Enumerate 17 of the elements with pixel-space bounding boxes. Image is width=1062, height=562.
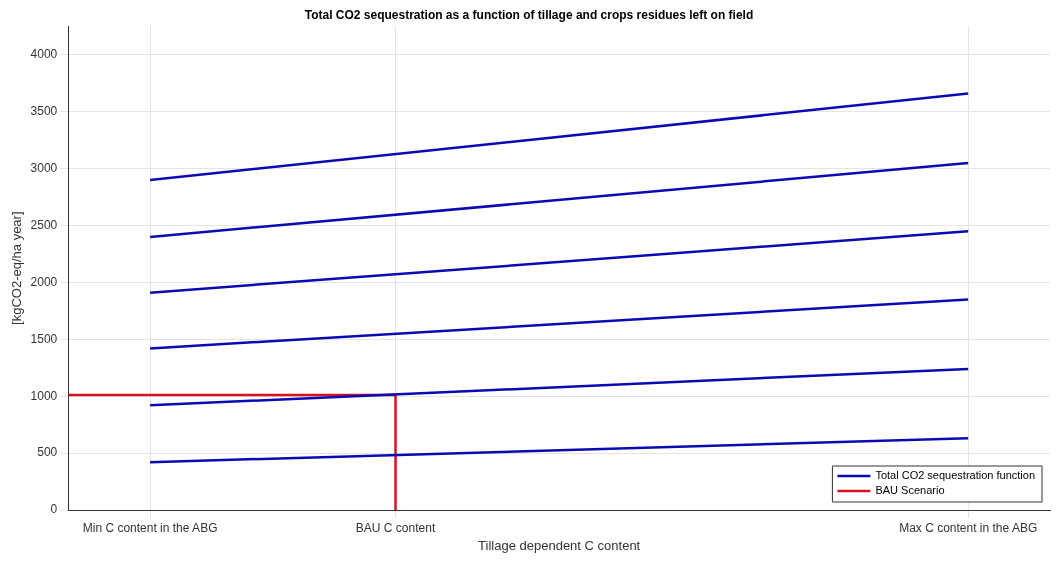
y-axis-title: [kgCO2-eq/ha year] (9, 211, 25, 325)
x-tick-label: Max C content in the ABG (899, 520, 1038, 535)
y-tick-label: 2000 (30, 274, 58, 289)
y-tick-label: 0 (50, 502, 58, 517)
x-axis-title: Tillage dependent C content (478, 537, 641, 553)
y-tick-label: 500 (37, 445, 58, 460)
chart-title: Total CO2 sequestration as a function of tillage and crops residues left on field (304, 7, 754, 22)
y-tick-label: 3000 (30, 160, 58, 175)
legend-label: Total CO2 sequestration function (875, 469, 1035, 482)
y-tick-label: 1500 (30, 331, 58, 346)
y-tick-label: 3500 (30, 104, 58, 119)
y-tick-label: 4000 (30, 47, 58, 62)
y-tick-label: 2500 (30, 217, 58, 232)
legend-label: BAU Scenario (875, 484, 945, 497)
x-tick-label: BAU C content (355, 520, 436, 535)
y-tick-label: 1000 (30, 388, 58, 403)
x-tick-label: Min C content in the ABG (82, 520, 218, 535)
